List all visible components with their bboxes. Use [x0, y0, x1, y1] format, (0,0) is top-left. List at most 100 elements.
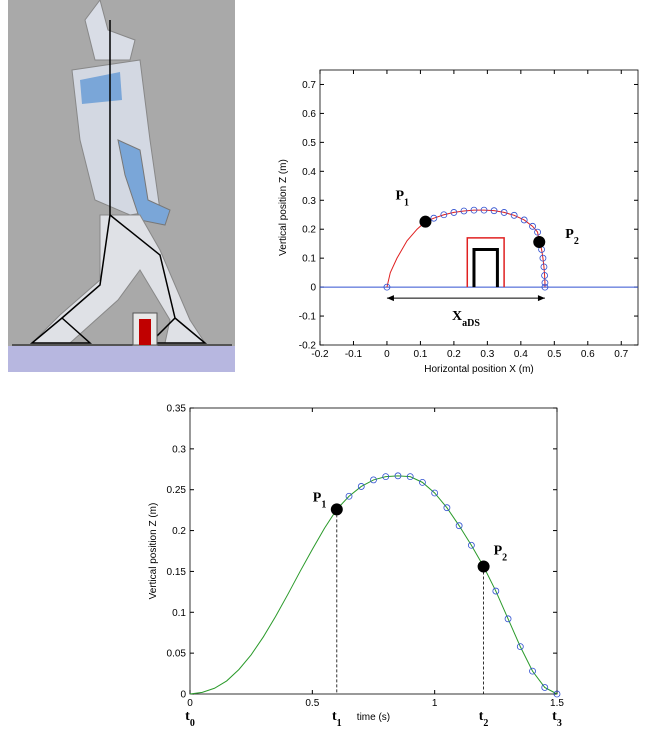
point-label-sub: 2: [574, 235, 579, 246]
y-tick-label: 0.3: [172, 444, 186, 455]
x-tick-label: 1.5: [550, 698, 564, 709]
arrow-head: [537, 295, 545, 302]
x-tick-label: 0.3: [480, 349, 494, 360]
x-tick-label: 1: [432, 698, 438, 709]
x-tick-label: -0.2: [311, 349, 329, 360]
y-tick-label: 0.3: [302, 196, 316, 207]
y-tick-label: 0.1: [172, 608, 186, 619]
point-label-base: P: [565, 227, 574, 242]
plot-area: [319, 69, 639, 346]
y-tick-label: 0.2: [302, 225, 316, 236]
time-mark-base: t: [479, 709, 484, 724]
time-mark: t0: [185, 709, 195, 729]
inner-obstacle: [472, 247, 499, 288]
y-tick-label: 0.2: [172, 526, 186, 537]
y-tick-label: -0.2: [299, 341, 317, 352]
trajectory-marker: [455, 522, 463, 530]
y-tick-label: 0.05: [167, 649, 187, 660]
x-tick-label: 0.5: [305, 698, 319, 709]
time-mark-base: t: [552, 709, 557, 724]
x-tick-label: 0.1: [413, 349, 427, 360]
trajectory-marker: [383, 283, 391, 291]
point-label-base: P: [494, 544, 503, 559]
trajectory-marker: [529, 222, 536, 230]
time-mark-sub: 2: [483, 718, 488, 729]
x-tick-label: -0.1: [345, 349, 363, 360]
trajectory-marker: [470, 206, 478, 214]
time-mark-sub: 0: [190, 718, 195, 729]
robot-head: [84, 0, 136, 61]
robot-legs: [30, 214, 206, 344]
x-tick-label: 0.4: [514, 349, 528, 360]
point-label: P2: [565, 227, 579, 247]
trajectory-marker: [490, 207, 498, 215]
trajectory-marker: [492, 587, 500, 595]
plot-area: [189, 407, 558, 695]
trajectory-marker: [406, 473, 414, 481]
time-mark: t1: [332, 709, 342, 729]
x-axis-label: time (s): [357, 712, 390, 723]
y-tick-label: 0.15: [167, 567, 187, 578]
y-tick-label: 0: [180, 690, 186, 701]
y-tick-label: 0.6: [302, 109, 316, 120]
y-tick-label: 0.1: [302, 254, 316, 265]
trajectory-marker: [345, 492, 353, 500]
trajectory-marker: [394, 472, 402, 480]
point-label-base: P: [313, 490, 322, 505]
y-tick-label: 0.25: [167, 485, 187, 496]
point-label-base: P: [395, 189, 404, 204]
span-label-base: X: [452, 309, 462, 324]
trajectory-marker: [500, 209, 508, 216]
trajectory-marker: [553, 690, 561, 698]
x-tick-label: 0.6: [581, 349, 595, 360]
y-tick-label: 0.7: [302, 80, 316, 91]
point-label-sub: 1: [321, 499, 326, 510]
key-point: [419, 215, 432, 228]
trajectory-marker: [430, 214, 438, 222]
trajectory-line: [386, 209, 546, 288]
arrow-head: [386, 295, 394, 302]
x-tick-label: 0: [384, 349, 390, 360]
point-label-sub: 1: [404, 197, 409, 208]
obstacle: [466, 237, 505, 288]
y-tick-label: 0.5: [302, 138, 316, 149]
trajectory-marker: [467, 541, 475, 549]
trajectory-marker: [431, 489, 439, 497]
y-tick-label: 0.4: [302, 167, 316, 178]
y-axis-label: Vertical position Z (m): [148, 503, 159, 600]
time-mark: t3: [552, 709, 562, 729]
point-label-sub: 2: [502, 552, 507, 563]
trajectory-marker: [541, 279, 549, 287]
trajectory-marker: [504, 615, 512, 623]
point-label: P1: [395, 189, 409, 209]
span-label-sub: aDS: [462, 318, 480, 329]
key-point: [533, 235, 546, 248]
robot-chest: [80, 72, 122, 104]
trajectory-marker: [539, 254, 547, 262]
trajectory-marker: [450, 209, 458, 216]
x-tick-label: 0.5: [547, 349, 561, 360]
trajectory-marker: [357, 483, 365, 490]
trajectory-marker: [541, 283, 549, 291]
x-tick-label: 0.7: [614, 349, 628, 360]
trajectory-marker: [510, 211, 518, 219]
time-mark-sub: 3: [557, 718, 562, 729]
point-label: P1: [313, 490, 327, 510]
key-point: [330, 503, 343, 516]
trajectory-marker: [520, 216, 528, 224]
trajectory-marker: [529, 667, 536, 675]
x-tick-label: 0: [187, 698, 193, 709]
trajectory-marker: [541, 272, 549, 279]
floor: [8, 346, 235, 372]
trajectory-marker: [443, 504, 451, 512]
span-label: XaDS: [452, 309, 480, 329]
trajectory-marker: [534, 228, 541, 236]
trajectory-marker: [382, 473, 390, 481]
y-tick-label: 0: [310, 283, 316, 294]
y-axis-label: Vertical position Z (m): [278, 159, 289, 256]
trajectory-marker: [440, 211, 448, 219]
time-mark-base: t: [332, 709, 337, 724]
obstacle-block: [139, 319, 151, 345]
trajectory-marker: [516, 643, 524, 651]
